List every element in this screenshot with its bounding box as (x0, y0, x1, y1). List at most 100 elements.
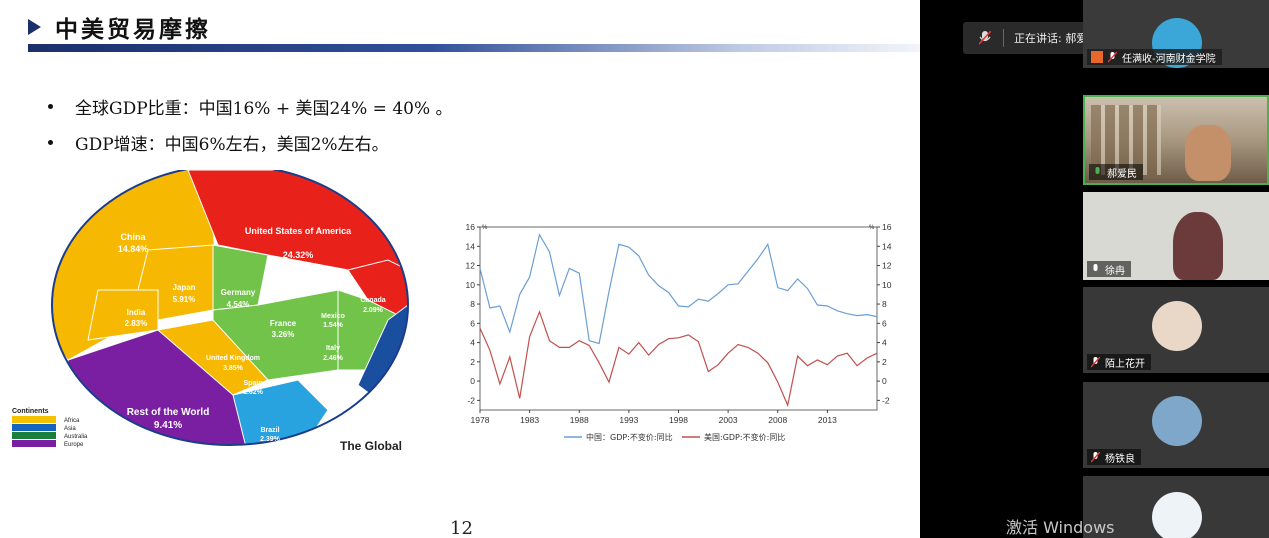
spain-value: 1.62% (243, 389, 264, 396)
participant-label: 陌上花开 (1087, 354, 1151, 370)
brazil-label: Brazil (260, 427, 279, 434)
y-tick-label-right: 6 (882, 318, 887, 328)
uk-label: United Kingdom (206, 355, 260, 362)
y-tick-label-right: -2 (882, 395, 890, 405)
plot-frame (479, 226, 878, 411)
rest-of-world-label: Rest of the World (127, 407, 210, 418)
y-tick-label-left: 14 (466, 241, 476, 251)
rest-of-world-value: 9.41% (154, 420, 182, 431)
y-tick-label-left: 10 (466, 280, 476, 290)
page-number: 12 (450, 518, 473, 538)
india-label: India (127, 308, 146, 317)
legend-swatch-africa (12, 416, 56, 423)
y-unit-label-right: % (869, 225, 875, 231)
mic-icon (1093, 263, 1098, 271)
legend-label-europe: Europe (64, 442, 84, 448)
japan-label: Japan (172, 283, 195, 292)
participant-tile[interactable]: 杨铁良 (1083, 382, 1269, 468)
participant-tile-active[interactable]: 郝爱民 (1083, 95, 1269, 185)
mic-muted-icon (979, 31, 991, 45)
participant-name: 徐冉 (1105, 265, 1125, 277)
participant-name: 杨铁良 (1105, 453, 1135, 465)
pie-caption: The Global (340, 439, 402, 453)
bullet-dot-icon (48, 103, 53, 109)
japan-value: 5.91% (173, 295, 196, 304)
x-tick-label: 1983 (520, 415, 539, 425)
participant-name: 郝爱民 (1107, 168, 1137, 180)
y-tick-label-left: 4 (470, 338, 475, 348)
china-label: China (120, 232, 146, 242)
legend-label-1: 美国:GDP:不变价:同比 (704, 432, 785, 442)
speaking-label: 正在讲话: 郝爱民; (1014, 32, 1102, 45)
y-tick-label-left: 8 (470, 299, 475, 309)
presentation-slide: 中美贸易摩擦 全球GDP比重：中国16% + 美国24% = 40% 。 GDP… (0, 0, 920, 538)
participant-name: 任满收-河南财金学院 (1122, 53, 1216, 65)
legend-label-australia: Australia (64, 434, 88, 440)
asia-small-region (156, 319, 269, 396)
series-line-1 (479, 310, 878, 408)
usa-value: 24.32% (283, 250, 314, 260)
y-tick-label-left: -2 (467, 395, 475, 405)
y-tick-label-left: 16 (466, 222, 476, 232)
mexico-value: 1.54% (323, 322, 344, 329)
world-gdp-voronoi-chart: United States of America 24.32% China 14… (12, 170, 409, 453)
participant-tile[interactable]: 陌上花开 (1083, 287, 1269, 373)
uk-value: 3.85% (223, 365, 244, 372)
x-tick-label: 2013 (818, 415, 837, 425)
canada-region (347, 259, 408, 321)
x-tick-label: 1993 (619, 415, 638, 425)
x-tick-label: 1988 (570, 415, 589, 425)
divider (1003, 29, 1004, 47)
france-value: 3.26% (272, 330, 295, 339)
title-underline (28, 44, 920, 52)
legend-swatch-australia (12, 432, 56, 439)
y-tick-label-right: 10 (882, 280, 892, 290)
canada-label: Canada (360, 297, 385, 304)
user-icon (1091, 51, 1103, 63)
bullet-item: GDP增速：中国6%左右，美国2%左右。 (48, 124, 453, 160)
bookshelf-background (1091, 105, 1161, 175)
india-region (87, 289, 159, 341)
bullet-item: 全球GDP比重：中国16% + 美国24% = 40% 。 (48, 88, 453, 124)
legend-label-asia: Asia (64, 426, 76, 432)
participant-tile[interactable]: 徐冉 (1083, 192, 1269, 280)
avatar (1152, 396, 1202, 446)
gdp-growth-line-chart: -2 -2 0 0 2 2 4 4 6 6 8 8 10 10 12 12 14 14 16 16% % 1978 1983… (466, 222, 892, 442)
spain-label: Spain (243, 380, 262, 387)
x-tick-label: 1978 (471, 415, 490, 425)
y-tick-label-left: 2 (470, 357, 475, 367)
bullet-text: GDP增速：中国6%左右，美国2%左右。 (75, 134, 389, 155)
germany-value: 4.54% (227, 300, 250, 309)
participant-label: 杨铁良 (1087, 449, 1141, 465)
bullet-dot-icon (48, 139, 53, 145)
participant-tile[interactable] (1083, 476, 1269, 538)
china-value: 14.84% (118, 244, 149, 254)
legend-label-africa: Africa (64, 418, 80, 424)
legend-swatch-asia (12, 424, 56, 431)
slide-title: 中美贸易摩擦 (55, 16, 211, 43)
continents-legend: Africa Asia Australia Europe (12, 416, 88, 448)
person-video (1185, 125, 1231, 181)
participant-label: 徐冉 (1087, 261, 1131, 277)
france-label: France (270, 319, 297, 328)
y-tick-label-right: 8 (882, 299, 887, 309)
participant-label: 任满收-河南财金学院 (1087, 49, 1222, 65)
italy-label: Italy (326, 345, 340, 352)
avatar (1152, 492, 1202, 538)
germany-label: Germany (221, 288, 256, 297)
person-video (1173, 212, 1223, 280)
y-tick-label-right: 12 (882, 261, 892, 271)
y-tick-label-right: 14 (882, 241, 892, 251)
brazil-value: 2.39% (260, 436, 281, 443)
participant-label: 郝爱民 (1089, 164, 1143, 180)
windows-activation-watermark: 激活 Windows (1006, 518, 1115, 537)
mic-active-icon (1095, 166, 1100, 174)
mexico-label: Mexico (321, 313, 345, 320)
y-tick-label-left: 0 (470, 376, 475, 386)
y-unit-label-left: % (482, 225, 488, 231)
series-line-0 (479, 233, 878, 345)
participant-tile[interactable]: 任满收-河南财金学院 (1083, 0, 1269, 68)
y-tick-label-right: 2 (882, 357, 887, 367)
legend-label-0: 中国：GDP:不变价:同比 (586, 432, 673, 442)
x-tick-label: 2008 (768, 415, 787, 425)
